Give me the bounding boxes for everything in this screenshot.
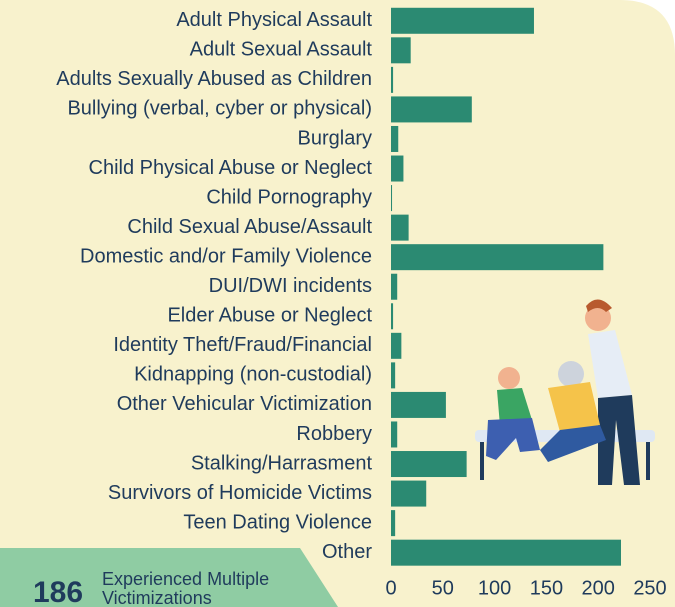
y-tick-label: Survivors of Homicide Victims bbox=[108, 482, 372, 504]
y-tick-label: Other Vehicular Victimization bbox=[117, 393, 372, 415]
child-shirt bbox=[497, 388, 532, 426]
y-tick-label: Elder Abuse or Neglect bbox=[167, 305, 372, 327]
callout-box: Experienced Multiple Victimizations bbox=[102, 570, 270, 607]
bar bbox=[391, 332, 402, 359]
person-shirt bbox=[588, 330, 632, 398]
y-tick-label: Child Physical Abuse or Neglect bbox=[89, 157, 373, 179]
y-tick-label: Burglary bbox=[298, 127, 372, 149]
bar bbox=[391, 451, 467, 478]
y-tick-label: Adult Physical Assault bbox=[176, 9, 372, 31]
bar bbox=[391, 37, 411, 64]
callout-text: Experienced Multiple Victimizations bbox=[102, 570, 270, 607]
bar bbox=[391, 155, 404, 182]
bar bbox=[391, 273, 398, 300]
bar bbox=[391, 391, 446, 418]
y-tick-label: Robbery bbox=[296, 423, 372, 445]
x-tick-label: 100 bbox=[478, 577, 511, 599]
elder-shirt bbox=[548, 382, 600, 432]
person-head bbox=[585, 305, 611, 331]
bar bbox=[391, 66, 394, 93]
x-tick-label: 50 bbox=[432, 577, 454, 599]
person-legs bbox=[598, 395, 640, 485]
y-tick-label: Other bbox=[322, 541, 372, 563]
y-tick-label: Domestic and/or Family Violence bbox=[80, 245, 372, 267]
bar bbox=[391, 185, 393, 212]
y-tick-label: Kidnapping (non-custodial) bbox=[134, 364, 372, 386]
child-head bbox=[498, 367, 520, 389]
bar bbox=[391, 480, 427, 507]
bar bbox=[391, 244, 604, 271]
bar bbox=[391, 7, 534, 34]
child-legs bbox=[486, 418, 540, 460]
bar bbox=[391, 362, 396, 389]
y-tick-label: Teen Dating Violence bbox=[183, 511, 372, 533]
x-tick-label: 150 bbox=[530, 577, 563, 599]
y-tick-label: Stalking/Harrasment bbox=[191, 452, 373, 474]
bar bbox=[391, 539, 621, 566]
y-tick-label: Child Sexual Abuse/Assault bbox=[127, 216, 372, 238]
callout-number: 186 bbox=[33, 576, 83, 607]
y-tick-label: Bullying (verbal, cyber or physical) bbox=[67, 98, 372, 120]
plot: 0 50 100 150 200 250 Adult Physical Assault Adu… bbox=[56, 7, 667, 599]
callout-banner bbox=[0, 548, 338, 607]
bar bbox=[391, 214, 409, 241]
y-tick-label: Identity Theft/Fraud/Financial bbox=[113, 334, 372, 356]
bar bbox=[391, 510, 396, 537]
y-tick-label: DUI/DWI incidents bbox=[209, 275, 372, 297]
person-hair bbox=[586, 299, 612, 312]
elder-legs bbox=[540, 425, 606, 462]
elder-head bbox=[558, 361, 584, 387]
x-tick-label: 0 bbox=[385, 577, 396, 599]
x-tick-label: 250 bbox=[633, 577, 666, 599]
y-tick-label: Child Pornography bbox=[206, 186, 372, 208]
bar bbox=[391, 125, 399, 152]
bar bbox=[391, 303, 394, 330]
bar bbox=[391, 421, 398, 448]
y-tick-label: Adult Sexual Assault bbox=[190, 39, 373, 61]
bar bbox=[391, 96, 472, 123]
y-tick-label: Adults Sexually Abused as Children bbox=[56, 68, 372, 90]
illustration bbox=[475, 299, 655, 485]
x-tick-label: 200 bbox=[582, 577, 615, 599]
